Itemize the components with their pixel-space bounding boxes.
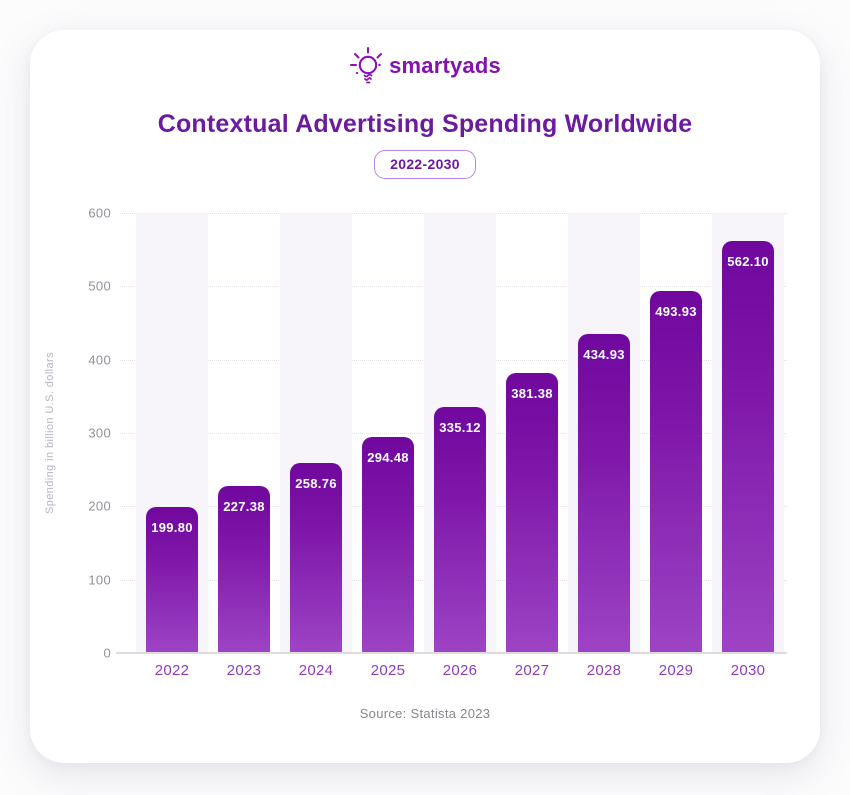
bar-value-label: 199.80 bbox=[151, 519, 193, 535]
bar-value-label: 335.12 bbox=[439, 420, 481, 436]
chart-column-2029: 493.93 2029 bbox=[640, 213, 712, 679]
bar-value-label: 258.76 bbox=[295, 476, 337, 492]
bar-value-label: 227.38 bbox=[223, 499, 265, 515]
chart-column-2025: 294.48 2025 bbox=[352, 213, 424, 679]
chart-card: smartyads Contextual Advertising Spendin… bbox=[30, 30, 820, 763]
y-tick-label-100: 100 bbox=[88, 572, 111, 588]
chart-column-2024: 258.76 2024 bbox=[280, 213, 352, 679]
source-note: Source: Statista 2023 bbox=[359, 706, 491, 721]
bar-value-label: 381.38 bbox=[511, 386, 553, 402]
bar-value-label: 294.48 bbox=[367, 450, 409, 465]
bar-chart: Spending in billion U.S. dollars 0 100 200… bbox=[44, 206, 787, 679]
bar-2023: 227.38 bbox=[218, 486, 270, 653]
bar-2025: 294.48 bbox=[362, 437, 414, 653]
bar-2024: 258.76 bbox=[290, 463, 342, 653]
bar-2026: 335.12 bbox=[434, 407, 486, 653]
chart-column-2030: 562.10 2030 bbox=[712, 213, 784, 679]
bar-2029: 493.93 bbox=[650, 290, 702, 653]
x-tick-label-2028: 2028 bbox=[586, 662, 622, 679]
chart-column-2028: 434.93 2028 bbox=[568, 213, 640, 679]
chart-column-2027: 381.38 2027 bbox=[496, 213, 568, 679]
y-tick-label-600: 600 bbox=[88, 205, 111, 221]
x-tick-label-2022: 2022 bbox=[154, 662, 190, 679]
y-tick-label-300: 300 bbox=[88, 425, 111, 441]
chart-column-2026: 335.12 2026 bbox=[424, 213, 496, 679]
brand-logo: smartyads bbox=[30, 44, 820, 88]
x-tick-label-2030: 2030 bbox=[730, 662, 766, 679]
y-tick-label-400: 400 bbox=[88, 352, 111, 368]
x-tick-label-2026: 2026 bbox=[442, 662, 478, 679]
bar-value-label: 493.93 bbox=[655, 303, 697, 319]
bars-area: 199.80 2022 227.38 2023 258.76 2024 294.48 2025… bbox=[136, 213, 784, 679]
page-title: Contextual Advertising Spending Worldwid… bbox=[157, 110, 693, 138]
bar-2027: 381.38 bbox=[506, 373, 558, 653]
x-tick-label-2025: 2025 bbox=[370, 662, 406, 679]
bar-2028: 434.93 bbox=[578, 334, 630, 653]
bar-value-label: 562.10 bbox=[727, 253, 769, 269]
period-badge: 2022-2030 bbox=[374, 150, 476, 179]
lightbulb-icon bbox=[349, 46, 383, 86]
x-axis-line bbox=[116, 652, 787, 654]
x-tick-label-2024: 2024 bbox=[298, 662, 334, 679]
bar-2022: 199.80 bbox=[146, 506, 198, 653]
x-tick-label-2023: 2023 bbox=[226, 662, 262, 679]
y-tick-label-500: 500 bbox=[88, 278, 111, 294]
brand-name: smartyads bbox=[389, 53, 501, 78]
y-tick-label-200: 200 bbox=[88, 498, 111, 514]
bar-2030: 562.10 bbox=[722, 240, 774, 653]
y-tick-label-0: 0 bbox=[103, 645, 111, 661]
x-tick-label-2029: 2029 bbox=[658, 662, 694, 679]
x-tick-label-2027: 2027 bbox=[514, 662, 550, 679]
bar-value-label: 434.93 bbox=[583, 347, 625, 363]
badge-row: 2022-2030 bbox=[30, 150, 820, 179]
chart-column-2023: 227.38 2023 bbox=[208, 213, 280, 679]
chart-column-2022: 199.80 2022 bbox=[136, 213, 208, 679]
